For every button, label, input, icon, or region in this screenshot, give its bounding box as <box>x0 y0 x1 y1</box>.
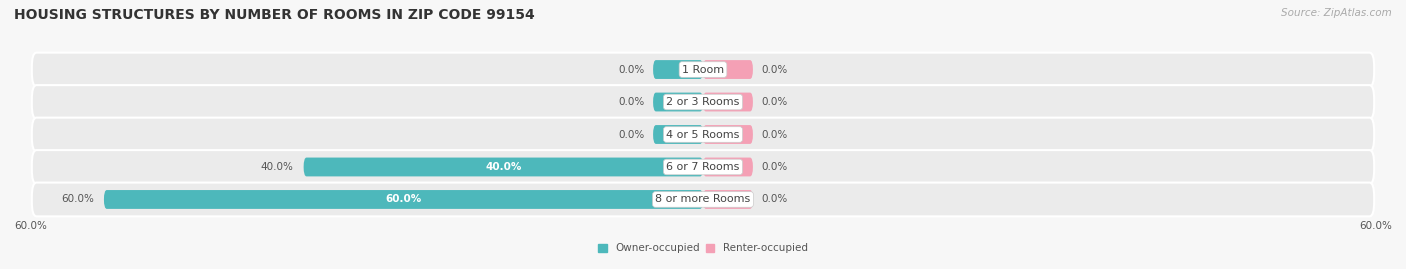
Text: 60.0%: 60.0% <box>385 194 422 204</box>
Text: 6 or 7 Rooms: 6 or 7 Rooms <box>666 162 740 172</box>
Text: 8 or more Rooms: 8 or more Rooms <box>655 194 751 204</box>
Text: 0.0%: 0.0% <box>761 194 787 204</box>
Text: 1 Room: 1 Room <box>682 65 724 75</box>
FancyBboxPatch shape <box>32 150 1374 184</box>
FancyBboxPatch shape <box>703 158 754 176</box>
Text: 0.0%: 0.0% <box>761 129 787 140</box>
Text: 4 or 5 Rooms: 4 or 5 Rooms <box>666 129 740 140</box>
Text: 40.0%: 40.0% <box>485 162 522 172</box>
FancyBboxPatch shape <box>652 125 703 144</box>
Text: HOUSING STRUCTURES BY NUMBER OF ROOMS IN ZIP CODE 99154: HOUSING STRUCTURES BY NUMBER OF ROOMS IN… <box>14 8 534 22</box>
FancyBboxPatch shape <box>104 190 703 209</box>
FancyBboxPatch shape <box>652 93 703 111</box>
Text: 0.0%: 0.0% <box>619 97 645 107</box>
FancyBboxPatch shape <box>703 190 754 209</box>
FancyBboxPatch shape <box>32 183 1374 216</box>
FancyBboxPatch shape <box>703 93 754 111</box>
FancyBboxPatch shape <box>304 158 703 176</box>
Text: 0.0%: 0.0% <box>619 129 645 140</box>
Text: 0.0%: 0.0% <box>761 97 787 107</box>
Legend: Owner-occupied, Renter-occupied: Owner-occupied, Renter-occupied <box>599 243 807 253</box>
Text: 60.0%: 60.0% <box>60 194 94 204</box>
FancyBboxPatch shape <box>652 60 703 79</box>
FancyBboxPatch shape <box>32 53 1374 86</box>
Text: 0.0%: 0.0% <box>761 65 787 75</box>
FancyBboxPatch shape <box>703 125 754 144</box>
Text: Source: ZipAtlas.com: Source: ZipAtlas.com <box>1281 8 1392 18</box>
Text: 60.0%: 60.0% <box>1360 221 1392 231</box>
Text: 60.0%: 60.0% <box>14 221 46 231</box>
Text: 2 or 3 Rooms: 2 or 3 Rooms <box>666 97 740 107</box>
FancyBboxPatch shape <box>703 60 754 79</box>
FancyBboxPatch shape <box>32 85 1374 119</box>
Text: 0.0%: 0.0% <box>619 65 645 75</box>
FancyBboxPatch shape <box>32 118 1374 151</box>
Text: 0.0%: 0.0% <box>761 162 787 172</box>
Text: 40.0%: 40.0% <box>260 162 294 172</box>
